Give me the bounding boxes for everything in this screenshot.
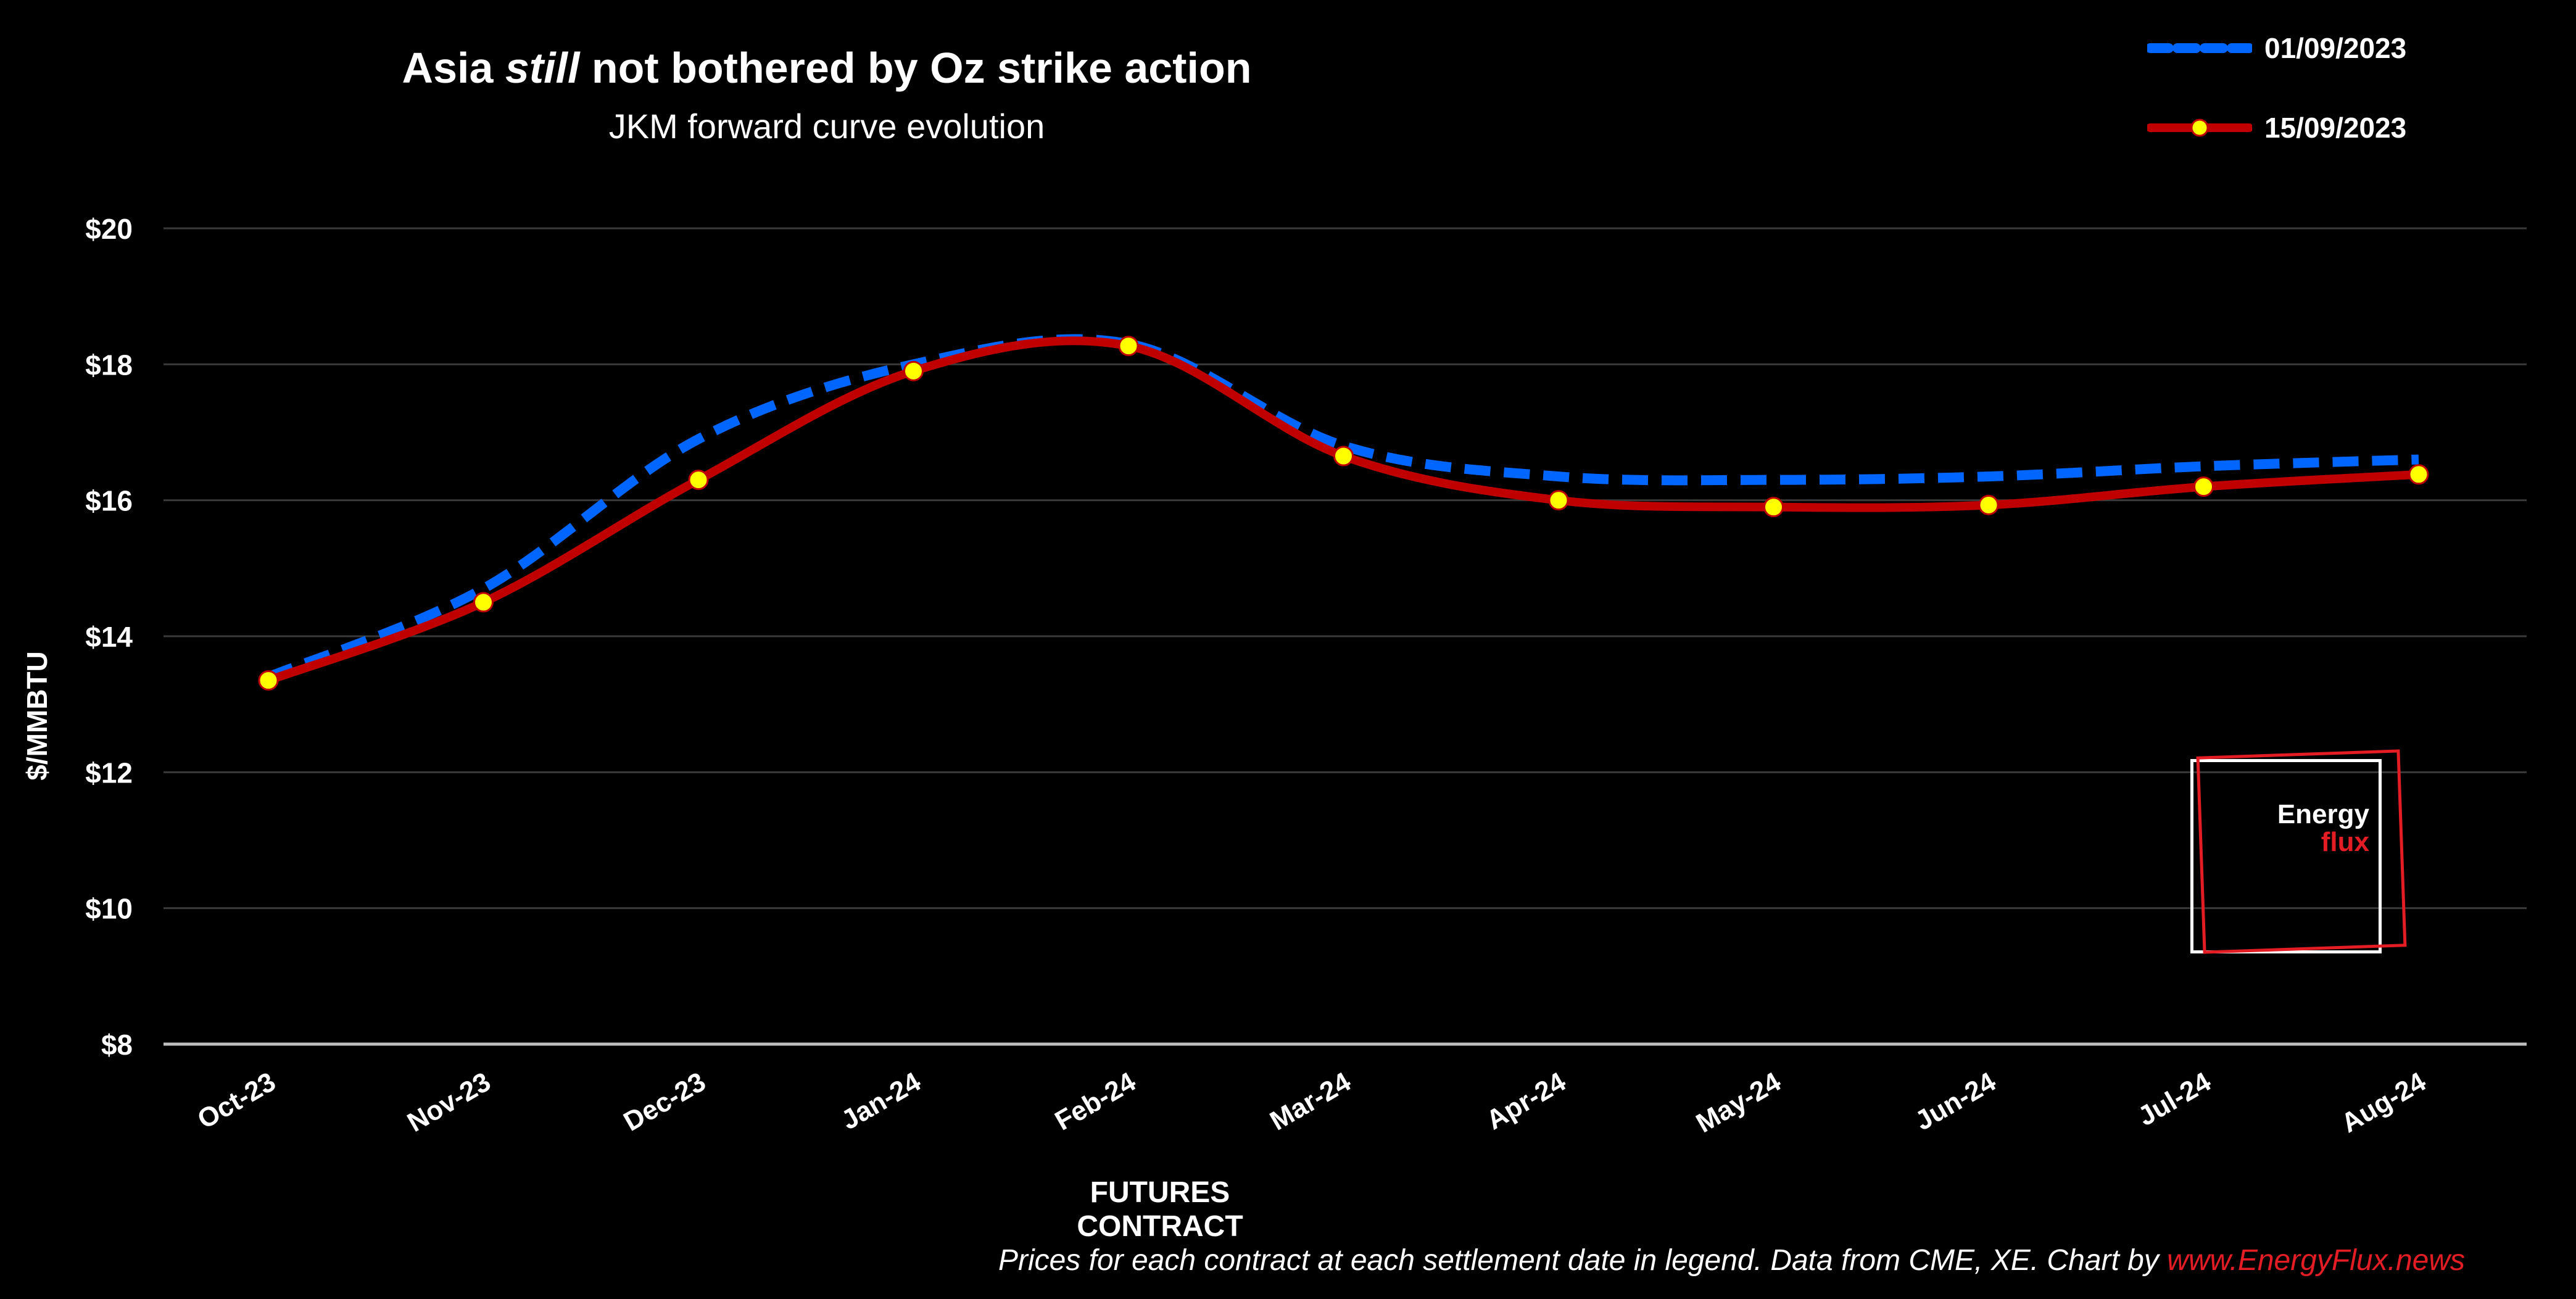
y-axis-label: $/MMBTU xyxy=(21,651,53,781)
legend-item-series-2: 15/09/2023 xyxy=(2147,106,2406,149)
legend-swatch-dashed-blue xyxy=(2147,43,2252,53)
data-point xyxy=(1548,490,1569,511)
chart-title: Asia still not bothered by Oz strike act… xyxy=(402,44,1252,92)
footnote-text: Prices for each contract at each settlem… xyxy=(998,1244,2168,1277)
data-point xyxy=(903,360,924,381)
y-tick-label: $18 xyxy=(85,349,133,381)
data-point xyxy=(688,470,709,491)
logo-frame-white xyxy=(2190,759,2382,953)
y-tick-label: $14 xyxy=(85,621,133,653)
x-tick-label: Apr-24 xyxy=(1481,1066,1572,1135)
data-point xyxy=(1118,336,1139,357)
data-point xyxy=(258,670,279,691)
series-markers xyxy=(258,336,2429,691)
x-tick-label: May-24 xyxy=(1691,1066,1786,1139)
footnote: Prices for each contract at each settlem… xyxy=(998,1243,2465,1277)
data-point xyxy=(2193,476,2214,497)
x-tick-label: Feb-24 xyxy=(1050,1066,1141,1137)
logo-word-energy: Energy xyxy=(2277,799,2369,829)
legend-label-series-2: 15/09/2023 xyxy=(2264,112,2407,144)
y-tick-label: $12 xyxy=(85,757,133,789)
legend-swatch-solid-red xyxy=(2147,118,2252,137)
y-axis-tick-labels: $8 $10 $12 $14 $16 $18 $20 xyxy=(85,213,133,1061)
series-line-2 xyxy=(264,336,2423,685)
y-tick-label: $16 xyxy=(85,485,133,517)
data-point xyxy=(2408,464,2429,485)
legend-item-series-1: 01/09/2023 xyxy=(2147,27,2406,70)
footnote-link[interactable]: www.EnergyFlux.news xyxy=(2167,1244,2465,1277)
x-tick-label: Oct-23 xyxy=(193,1066,281,1135)
data-point xyxy=(473,592,494,613)
x-tick-label: Jun-24 xyxy=(1910,1066,2002,1137)
x-tick-label: Nov-23 xyxy=(402,1066,496,1138)
x-tick-label: Aug-24 xyxy=(2336,1066,2431,1139)
x-tick-label: Jul-24 xyxy=(2133,1066,2216,1132)
x-axis-tick-labels: Oct-23 Nov-23 Dec-23 Jan-24 Feb-24 Mar-24 Apr-… xyxy=(193,1066,2432,1139)
energyflux-logo: Energy flux xyxy=(2178,741,2412,963)
y-tick-label: $10 xyxy=(85,893,133,925)
y-tick-label: $20 xyxy=(85,213,133,245)
data-point xyxy=(1763,497,1784,518)
legend-label-series-1: 01/09/2023 xyxy=(2264,32,2407,64)
logo-word-flux: flux xyxy=(2321,827,2369,857)
chart-subtitle: JKM forward curve evolution xyxy=(608,107,1045,146)
series-line-1 xyxy=(266,334,2419,682)
data-point xyxy=(1333,446,1354,467)
data-point xyxy=(1978,494,1999,515)
x-axis-label: FUTURES CONTRACT xyxy=(1077,1176,1243,1243)
logo-frame-red xyxy=(2196,749,2407,954)
x-tick-label: Jan-24 xyxy=(836,1066,926,1135)
x-tick-label: Mar-24 xyxy=(1265,1066,1356,1137)
y-tick-label: $8 xyxy=(101,1029,133,1061)
x-tick-label: Dec-23 xyxy=(619,1066,711,1137)
gridlines xyxy=(164,227,2527,1046)
series-lines xyxy=(264,334,2423,685)
